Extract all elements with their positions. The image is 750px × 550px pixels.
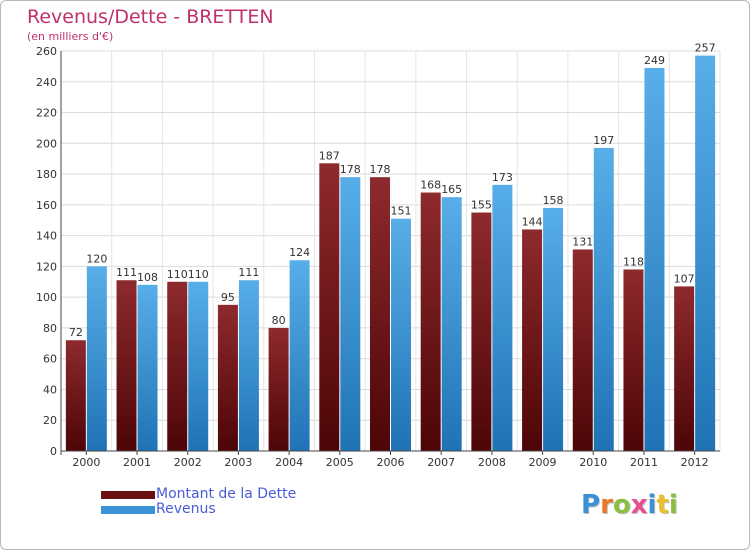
data-label-revenue: 158 (543, 194, 564, 207)
bar-revenue (137, 284, 158, 451)
data-label-debt: 72 (69, 326, 83, 339)
bar-debt (116, 280, 137, 451)
y-tick-label: 260 (36, 45, 57, 58)
data-label-revenue: 165 (441, 183, 462, 196)
bar-revenue (492, 184, 513, 451)
data-label-revenue: 197 (593, 134, 614, 147)
data-label-revenue: 249 (644, 54, 665, 67)
x-tick-label: 2008 (478, 456, 506, 469)
x-tick-label: 2009 (529, 456, 557, 469)
logo-letter: t (656, 490, 669, 520)
chart-subtitle: (en milliers d'€) (27, 30, 114, 43)
y-tick-label: 180 (36, 168, 57, 181)
data-label-debt: 187 (319, 149, 340, 162)
x-tick-label: 2000 (72, 456, 100, 469)
proxiti-logo: Proxiti (581, 490, 678, 520)
logo-letter: o (612, 490, 631, 520)
bar-debt (674, 286, 695, 451)
y-tick-label: 40 (43, 383, 57, 396)
data-label-debt: 178 (370, 163, 391, 176)
y-tick-label: 100 (36, 291, 57, 304)
data-label-revenue: 111 (238, 266, 259, 279)
bar-debt (370, 177, 390, 451)
data-label-revenue: 120 (86, 252, 107, 265)
y-tick-label: 240 (36, 76, 57, 89)
legend-swatch-debt (101, 491, 155, 499)
x-tick-label: 2006 (377, 456, 405, 469)
legend-label-revenue: Revenus (156, 501, 216, 517)
legend-label-debt: Montant de la Dette (156, 486, 297, 502)
x-tick-label: 2010 (579, 456, 607, 469)
y-tick-label: 200 (36, 137, 57, 150)
bar-revenue (391, 218, 411, 451)
x-tick-label: 2011 (630, 456, 658, 469)
x-tick-label: 2004 (275, 456, 303, 469)
y-tick-label: 80 (43, 322, 57, 335)
bar-revenue (644, 67, 665, 451)
y-tick-label: 60 (43, 353, 57, 366)
x-tick-label: 2001 (123, 456, 151, 469)
data-label-debt: 144 (522, 215, 543, 228)
y-tick-label: 140 (36, 230, 57, 243)
y-tick-label: 120 (36, 260, 57, 273)
data-label-revenue: 178 (340, 163, 361, 176)
legend-swatch-revenue (101, 506, 155, 514)
data-label-debt: 95 (221, 291, 235, 304)
logo-letter: i (647, 490, 657, 520)
bar-revenue (188, 281, 209, 451)
data-label-revenue: 108 (137, 271, 158, 284)
bar-revenue (441, 197, 462, 451)
bar-debt (268, 327, 289, 451)
plot-area (61, 51, 720, 451)
logo-letter: i (668, 490, 678, 520)
data-label-revenue: 151 (391, 205, 412, 218)
bar-debt (572, 249, 593, 451)
data-label-debt: 155 (471, 199, 492, 212)
bar-debt (65, 340, 86, 451)
y-tick-label: 160 (36, 199, 57, 212)
data-label-debt: 107 (674, 272, 695, 285)
logo-letter: r (600, 490, 613, 520)
bar-debt (623, 269, 644, 451)
y-tick-label: 220 (36, 107, 57, 120)
x-tick-label: 2007 (427, 456, 455, 469)
bar-debt (319, 163, 340, 452)
bar-debt (522, 229, 543, 451)
data-label-revenue: 257 (695, 42, 716, 55)
x-tick-label: 2005 (326, 456, 354, 469)
x-tick-label: 2012 (681, 456, 709, 469)
x-tick-label: 2003 (224, 456, 252, 469)
bar-debt (217, 304, 238, 451)
data-label-debt: 118 (623, 255, 644, 268)
data-label-debt: 111 (116, 266, 137, 279)
bar-revenue (340, 177, 361, 451)
data-label-debt: 110 (167, 268, 188, 281)
bar-revenue (593, 147, 614, 451)
bar-debt (420, 192, 441, 452)
bar-debt (167, 281, 188, 451)
bar-revenue (543, 207, 564, 451)
chart-title: Revenus/Dette - BRETTEN (27, 6, 274, 28)
x-tick-label: 2002 (174, 456, 202, 469)
bar-revenue (289, 260, 310, 451)
data-label-debt: 80 (272, 314, 286, 327)
y-tick-label: 0 (50, 445, 57, 458)
bar-revenue (695, 55, 716, 451)
bar-revenue (86, 266, 107, 451)
bar-revenue (238, 280, 259, 451)
logo-letter: P (581, 490, 601, 520)
data-label-debt: 131 (572, 235, 593, 248)
bar-debt (471, 212, 492, 451)
y-tick-label: 20 (43, 414, 57, 427)
logo-letter: x (630, 490, 648, 520)
data-label-debt: 168 (420, 179, 441, 192)
data-label-revenue: 124 (289, 246, 310, 259)
data-label-revenue: 110 (188, 268, 209, 281)
data-label-revenue: 173 (492, 171, 513, 184)
